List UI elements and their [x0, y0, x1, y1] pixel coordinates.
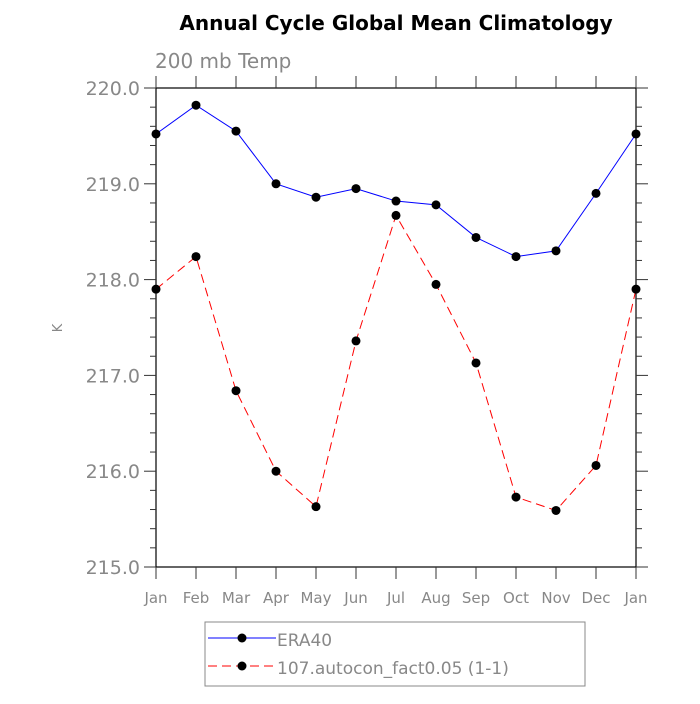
- data-point: [231, 126, 241, 136]
- legend-box: [204, 621, 586, 687]
- data-point: [311, 192, 321, 202]
- chart-subtitle: 200 mb Temp: [155, 49, 291, 73]
- data-point: [551, 505, 561, 515]
- data-point: [471, 358, 481, 368]
- data-point: [271, 466, 281, 476]
- x-tick-label: Sep: [462, 589, 490, 607]
- data-point: [631, 129, 641, 139]
- x-tick-label: Jan: [623, 589, 647, 607]
- data-point: [391, 196, 401, 206]
- y-axis-label: K: [51, 323, 66, 332]
- axes: 215.0 216.0 217.0 218.0 219.0 220.0 Jan Feb Mar A…: [86, 76, 648, 607]
- data-point: [391, 210, 401, 220]
- data-point: [591, 188, 601, 198]
- y-tick-label: 217.0: [86, 365, 140, 387]
- series-line-0: [155, 104, 637, 258]
- data-point: [271, 179, 281, 189]
- y-tick-label: 219.0: [86, 174, 140, 196]
- legend-label-era40: ERA40: [277, 631, 332, 651]
- data-point: [511, 492, 521, 502]
- data-point: [591, 460, 601, 470]
- data-point: [311, 502, 321, 512]
- x-tick-label: May: [300, 589, 331, 607]
- legend-marker: [237, 661, 247, 671]
- chart-title: Annual Cycle Global Mean Climatology: [179, 11, 612, 35]
- data-point: [151, 284, 161, 294]
- legend-label-model: 107.autocon_fact0.05 (1-1): [277, 659, 509, 679]
- data-point: [551, 246, 561, 256]
- y-tick-label: 215.0: [86, 557, 140, 579]
- y-tick-label: 218.0: [86, 270, 140, 292]
- x-tick-label: Jul: [386, 589, 405, 607]
- data-point: [151, 129, 161, 139]
- x-tick-label: Nov: [541, 589, 570, 607]
- y-tick-label: 220.0: [86, 78, 140, 100]
- plot-frame: [155, 87, 637, 568]
- x-tick-label: Dec: [581, 589, 610, 607]
- data-point: [471, 232, 481, 242]
- data-point: [191, 100, 201, 110]
- series-group: [151, 100, 641, 515]
- data-point: [231, 386, 241, 396]
- x-tick-label: Mar: [222, 589, 251, 607]
- data-point: [351, 184, 361, 194]
- data-point: [631, 284, 641, 294]
- series-line-1: [155, 214, 637, 512]
- data-point: [431, 200, 441, 210]
- data-point: [431, 279, 441, 289]
- x-tick-label: Apr: [263, 589, 290, 607]
- legend-marker: [237, 633, 247, 643]
- data-point: [511, 252, 521, 262]
- x-tick-label: Oct: [503, 589, 529, 607]
- data-point: [351, 336, 361, 346]
- x-tick-label: Jun: [343, 589, 367, 607]
- x-tick-label: Aug: [421, 589, 450, 607]
- x-tick-label: Feb: [183, 589, 210, 607]
- legend: ERA40 107.autocon_fact0.05 (1-1): [204, 621, 586, 687]
- y-tick-label: 216.0: [86, 461, 140, 483]
- data-point: [191, 252, 201, 262]
- x-tick-label: Jan: [143, 589, 167, 607]
